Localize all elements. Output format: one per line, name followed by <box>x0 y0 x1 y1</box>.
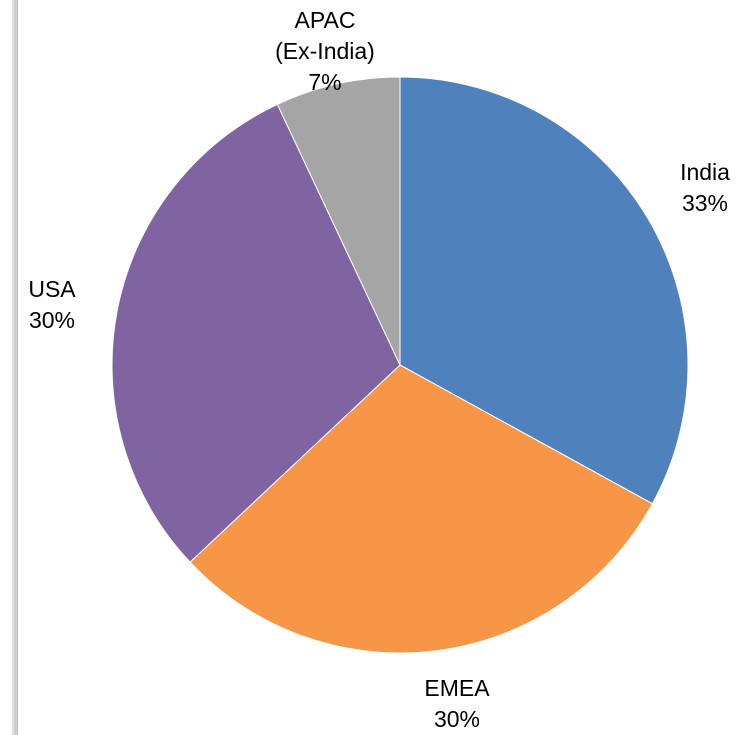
pie-label-category: APAC <box>295 7 356 33</box>
pie-label-apac: APAC (Ex-India) 7% <box>275 7 375 95</box>
pie-label-percent: 30% <box>29 307 75 333</box>
pie-label-usa: USA 30% <box>28 276 76 333</box>
pie-label-percent: 30% <box>434 706 480 732</box>
pie-label-category: India <box>680 159 730 185</box>
pie-label-category: EMEA <box>424 675 490 701</box>
pie-label-emea: EMEA 30% <box>424 675 490 732</box>
pie-slice-usa <box>111 103 401 563</box>
left-border-rule <box>12 0 18 735</box>
pie-label-percent: 7% <box>308 69 341 95</box>
pie-slice-india <box>399 76 689 505</box>
pie-label-category: (Ex-India) <box>275 38 375 64</box>
pie-slices <box>111 76 689 654</box>
pie-labels: India 33% EMEA 30% USA 30% APAC (Ex-India) 7% <box>28 7 730 732</box>
pie-slice-emea <box>189 364 654 654</box>
pie-label-india: India 33% <box>680 159 730 216</box>
pie-slice-apac <box>276 76 401 366</box>
pie-label-category: USA <box>28 276 76 302</box>
pie-label-percent: 33% <box>682 190 728 216</box>
